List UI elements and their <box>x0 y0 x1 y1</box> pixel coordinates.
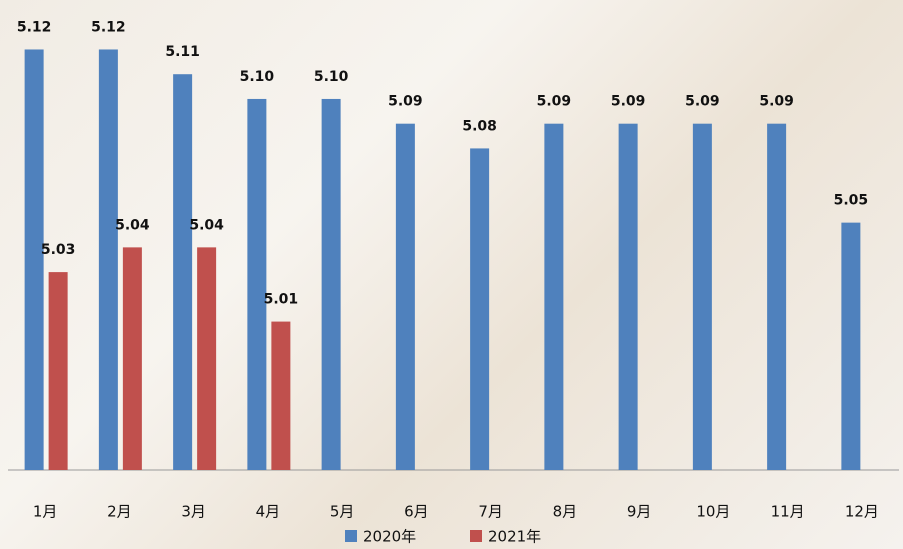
value-label: 5.08 <box>462 118 497 134</box>
value-label: 5.09 <box>759 94 794 110</box>
x-tick-label: 11月 <box>771 503 805 521</box>
bar <box>123 247 142 470</box>
value-label: 5.10 <box>314 69 349 85</box>
bar <box>841 223 860 470</box>
value-label: 5.09 <box>537 94 572 110</box>
x-tick-label: 2月 <box>107 503 132 521</box>
bar <box>49 272 68 470</box>
value-label: 5.09 <box>611 94 646 110</box>
bar <box>197 247 216 470</box>
value-label: 5.01 <box>264 292 299 308</box>
value-label: 5.12 <box>17 19 52 35</box>
value-label: 5.05 <box>834 193 869 209</box>
bar <box>247 99 266 470</box>
x-tick-label: 12月 <box>845 503 879 521</box>
bar <box>25 49 44 470</box>
value-label: 5.09 <box>388 94 423 110</box>
legend-label: 2020年 <box>363 528 416 546</box>
value-label: 5.11 <box>165 44 200 60</box>
bar <box>693 124 712 470</box>
legend-label: 2021年 <box>488 528 541 546</box>
legend-swatch <box>345 530 357 542</box>
bar <box>271 322 290 470</box>
x-tick-label: 4月 <box>256 503 281 521</box>
bar <box>322 99 341 470</box>
x-tick-label: 9月 <box>627 503 652 521</box>
x-tick-label: 3月 <box>181 503 206 521</box>
value-label: 5.04 <box>189 217 224 233</box>
bar <box>619 124 638 470</box>
bar <box>173 74 192 470</box>
bar <box>396 124 415 470</box>
legend-swatch <box>470 530 482 542</box>
value-label: 5.04 <box>115 217 150 233</box>
value-label: 5.12 <box>91 19 126 35</box>
bar <box>767 124 786 470</box>
x-tick-label: 8月 <box>553 503 578 521</box>
x-tick-label: 7月 <box>478 503 503 521</box>
bar <box>544 124 563 470</box>
bar <box>470 148 489 470</box>
x-tick-label: 5月 <box>330 503 355 521</box>
value-label: 5.03 <box>41 242 76 258</box>
x-tick-label: 6月 <box>404 503 429 521</box>
value-label: 5.10 <box>240 69 275 85</box>
x-tick-label: 1月 <box>33 503 58 521</box>
chart: 1月 5.12 5.03 2月 5.12 5.04 3月 5.11 5.04 4月 5.10 5.01… <box>0 0 903 549</box>
x-tick-label: 10月 <box>696 503 730 521</box>
bar <box>99 49 118 470</box>
value-label: 5.09 <box>685 94 720 110</box>
